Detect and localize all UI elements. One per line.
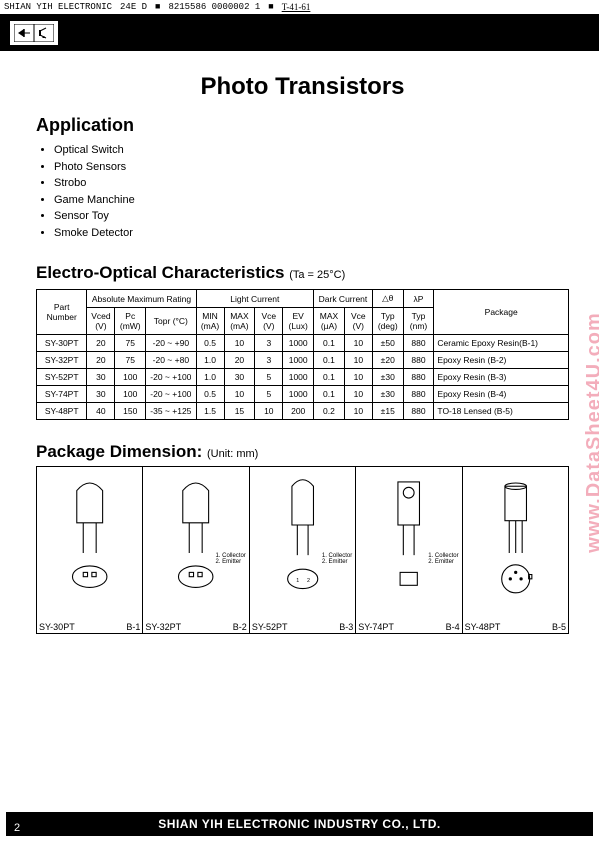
header-black-band [0,15,599,51]
table-row: SY-74PT30100-20 ~ +1000.510510000.110±30… [37,386,569,403]
package-cell: 1. Collector2. EmitterSY-32PTB-2 [143,467,249,633]
th-part: Part Number [37,290,87,335]
th-abs: Absolute Maximum Rating [87,290,196,308]
svg-text:2: 2 [307,578,310,584]
application-heading: Application [36,115,569,136]
handwritten-ref: T-41-61 [282,2,311,12]
list-item: Smoke Detector [54,225,569,242]
svg-text:1: 1 [296,578,299,584]
watermark: www.DataSheet4U.com [584,312,599,553]
characteristics-table: Part Number Absolute Maximum Rating Ligh… [36,289,569,420]
th-dtheta: △θ [372,290,403,308]
list-item: Game Manchine [54,192,569,209]
table-row: SY-48PT40150-35 ~ +1251.515102000.210±15… [37,403,569,420]
th-light: Light Current [196,290,314,308]
list-item: Photo Sensors [54,159,569,176]
table-row: SY-30PT2075-20 ~ +900.510310000.110±5088… [37,335,569,352]
code1: 24E D [120,2,147,12]
package-cell: SY-30PTB-1 [37,467,143,633]
application-list: Optical Switch Photo Sensors Strobo Game… [36,142,569,241]
list-item: Strobo [54,175,569,192]
package-dim-heading: Package Dimension: (Unit: mm) [36,442,569,462]
code2: 8215586 0000002 1 [168,2,260,12]
table-row: SY-52PT30100-20 ~ +1001.030510000.110±30… [37,369,569,386]
package-label: SY-32PTB-2 [145,622,246,632]
package-cell: SY-48PTB-5 [463,467,568,633]
th-lp: λP [403,290,434,308]
page-number: 2 [14,822,20,834]
list-item: Optical Switch [54,142,569,159]
th-pkg: Package [434,290,569,335]
package-diagram-row: SY-30PTB-1 1. Collector2. EmitterSY-32PT… [36,466,569,634]
doc-header-strip: SHIAN YIH ELECTRONIC 24E D ■ 8215586 000… [0,0,599,15]
package-label: SY-30PTB-1 [39,622,140,632]
page-content: Photo Transistors Application Optical Sw… [0,51,599,634]
th-dark: Dark Current [314,290,373,308]
package-label: SY-48PTB-5 [465,622,566,632]
list-item: Sensor Toy [54,208,569,225]
package-label: SY-74PTB-4 [358,622,459,632]
package-cell: 121. Collector2. EmitterSY-52PTB-3 [250,467,356,633]
page-title: Photo Transistors [36,73,569,101]
package-cell: 1. Collector2. EmitterSY-74PTB-4 [356,467,462,633]
package-label: SY-52PTB-3 [252,622,353,632]
characteristics-heading: Electro-Optical Characteristics (Ta = 25… [36,263,569,283]
table-row: SY-32PT2075-20 ~ +801.020310000.110±2088… [37,352,569,369]
logo-icon [10,21,58,45]
company-name: SHIAN YIH ELECTRONIC [4,2,112,12]
footer-band: SHIAN YIH ELECTRONIC INDUSTRY CO., LTD. [6,812,593,836]
